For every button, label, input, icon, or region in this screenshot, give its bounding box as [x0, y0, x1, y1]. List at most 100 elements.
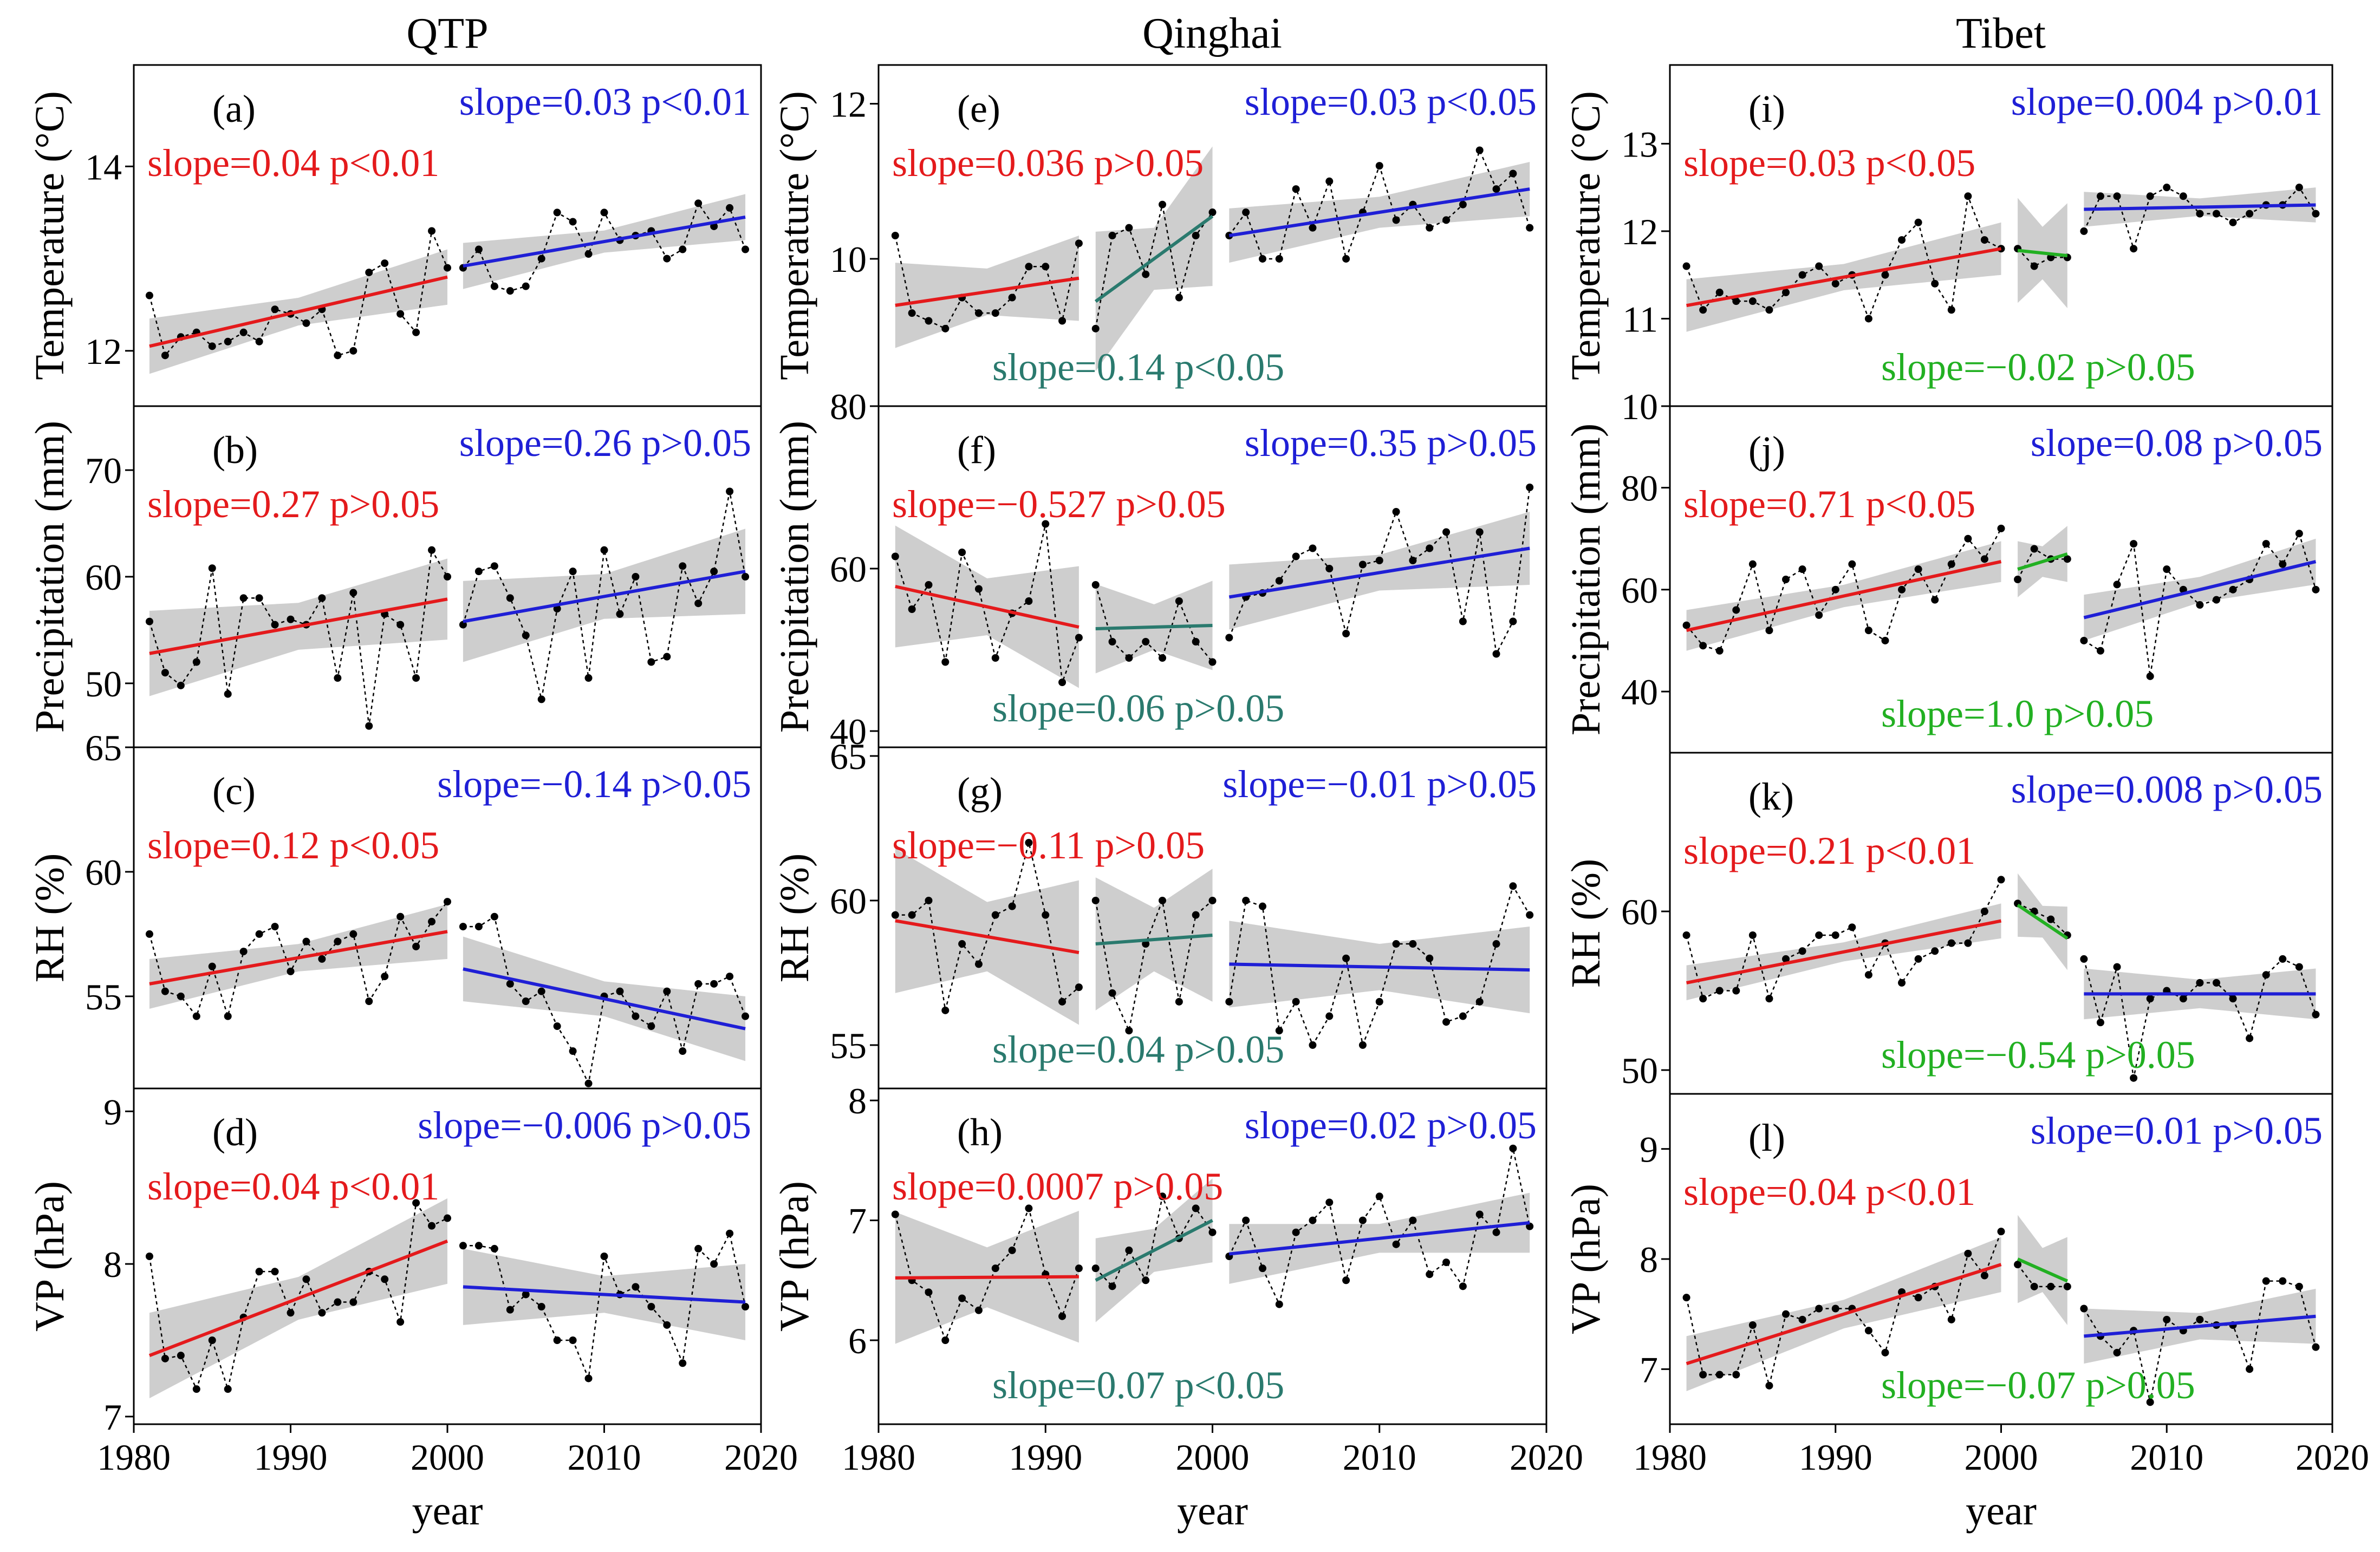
data-point [2262, 971, 2270, 979]
data-point [271, 305, 279, 314]
data-point [255, 1268, 263, 1276]
data-point [663, 987, 671, 995]
data-point [2146, 192, 2154, 200]
data-point [506, 980, 514, 988]
data-point [1509, 1144, 1517, 1152]
data-point [891, 911, 899, 919]
data-point [334, 351, 342, 360]
y-tick-label: 55 [830, 1025, 867, 1066]
data-point [1225, 634, 1233, 642]
data-point [1715, 289, 1724, 296]
data-point [1947, 939, 1955, 947]
trend-line [463, 967, 746, 1031]
data-point [2080, 227, 2088, 235]
data-point [710, 980, 718, 988]
data-point [2047, 1282, 2055, 1290]
trend-line [895, 1275, 1079, 1280]
trend-line [2084, 203, 2316, 211]
panel-l: 7 8 9 VP (hPa) (l) slope=0.04 p<0.01 slope=−0.… [1563, 1093, 2369, 1534]
panel-g: 55 60 65 RH (%) (g) slope=−0.11 p>0.05 slope=0… [772, 736, 1547, 1090]
panel-label: (d) [212, 1111, 258, 1154]
data-point [1292, 997, 1300, 1006]
data-point [1526, 911, 1534, 919]
data-point [224, 337, 232, 345]
data-point [2295, 963, 2303, 971]
data-point [1782, 576, 1790, 583]
data-point [302, 1275, 310, 1283]
data-point [1682, 621, 1690, 629]
data-point [1442, 1018, 1451, 1026]
data-point [1258, 1264, 1266, 1273]
data-point [239, 948, 248, 956]
data-point [1492, 1228, 1500, 1236]
data-point [2279, 955, 2287, 963]
trend-line [1095, 934, 1213, 946]
data-point [192, 1385, 200, 1393]
data-point [1914, 565, 1922, 573]
data-point [1275, 255, 1283, 263]
x-tick-label: 2010 [2130, 1437, 2203, 1478]
y-tick-label: 50 [85, 663, 122, 705]
data-point [974, 309, 983, 317]
data-point [428, 917, 436, 925]
slope-annotation: slope=−0.006 p>0.05 [418, 1104, 751, 1147]
data-point [365, 722, 373, 730]
data-point [522, 631, 530, 640]
data-point [1997, 524, 2005, 532]
data-point [1881, 1348, 1889, 1357]
data-point [1765, 306, 1773, 314]
data-point [553, 605, 561, 613]
data-point [161, 669, 169, 677]
slope-annotation: slope=0.12 p<0.05 [147, 824, 439, 867]
y-tick-label: 65 [830, 736, 867, 777]
data-point [1748, 931, 1757, 939]
data-point [2113, 192, 2121, 200]
data-point [1008, 294, 1016, 302]
data-point [2246, 1365, 2254, 1373]
data-point [1409, 557, 1417, 564]
data-point [2096, 192, 2104, 200]
y-tick-label: 40 [830, 711, 867, 752]
data-point [1881, 636, 1889, 644]
trend-line [149, 930, 448, 986]
data-point [1782, 289, 1790, 296]
data-point [1309, 224, 1317, 232]
panel-j: 40 60 80 Precipitation (mm) (j) slope=0.71 p<… [1563, 405, 2333, 754]
slope-annotation: slope=0.14 p<0.05 [992, 345, 1284, 389]
data-point [1159, 200, 1167, 208]
data-point [1058, 317, 1067, 325]
plot-area [145, 898, 750, 1087]
data-point [192, 1012, 200, 1020]
panel-label: (l) [1748, 1116, 1785, 1159]
plot-area [891, 484, 1534, 688]
data-point [2246, 1034, 2254, 1042]
data-point [1964, 1249, 1972, 1257]
data-point [224, 1012, 232, 1020]
data-point [2063, 1282, 2071, 1290]
data-point [991, 1264, 999, 1273]
trend-line [1229, 962, 1530, 972]
data-point [412, 942, 420, 950]
data-point [1375, 1192, 1383, 1201]
panel-label: (f) [957, 428, 996, 472]
data-point [1108, 989, 1116, 997]
data-point [2063, 555, 2071, 563]
data-point [1309, 1041, 1317, 1049]
data-point [569, 1047, 577, 1055]
y-tick-label: 60 [830, 881, 867, 922]
data-point [1075, 239, 1083, 247]
data-point [1699, 995, 1707, 1003]
panel-i: 10 11 12 13 Temperature (°C) (i) slope=0.03 p<… [1563, 64, 2333, 427]
data-point [192, 658, 200, 666]
data-point [1459, 200, 1467, 208]
data-point [632, 1283, 640, 1291]
data-point [726, 973, 734, 981]
data-point [1682, 931, 1690, 939]
data-point [2096, 647, 2104, 655]
data-point [1931, 596, 1939, 604]
x-axis-label: year [412, 1488, 483, 1534]
data-point [334, 674, 342, 682]
panel-label: (k) [1748, 775, 1794, 818]
observation-line [2017, 903, 2068, 936]
data-point [1159, 1192, 1167, 1201]
